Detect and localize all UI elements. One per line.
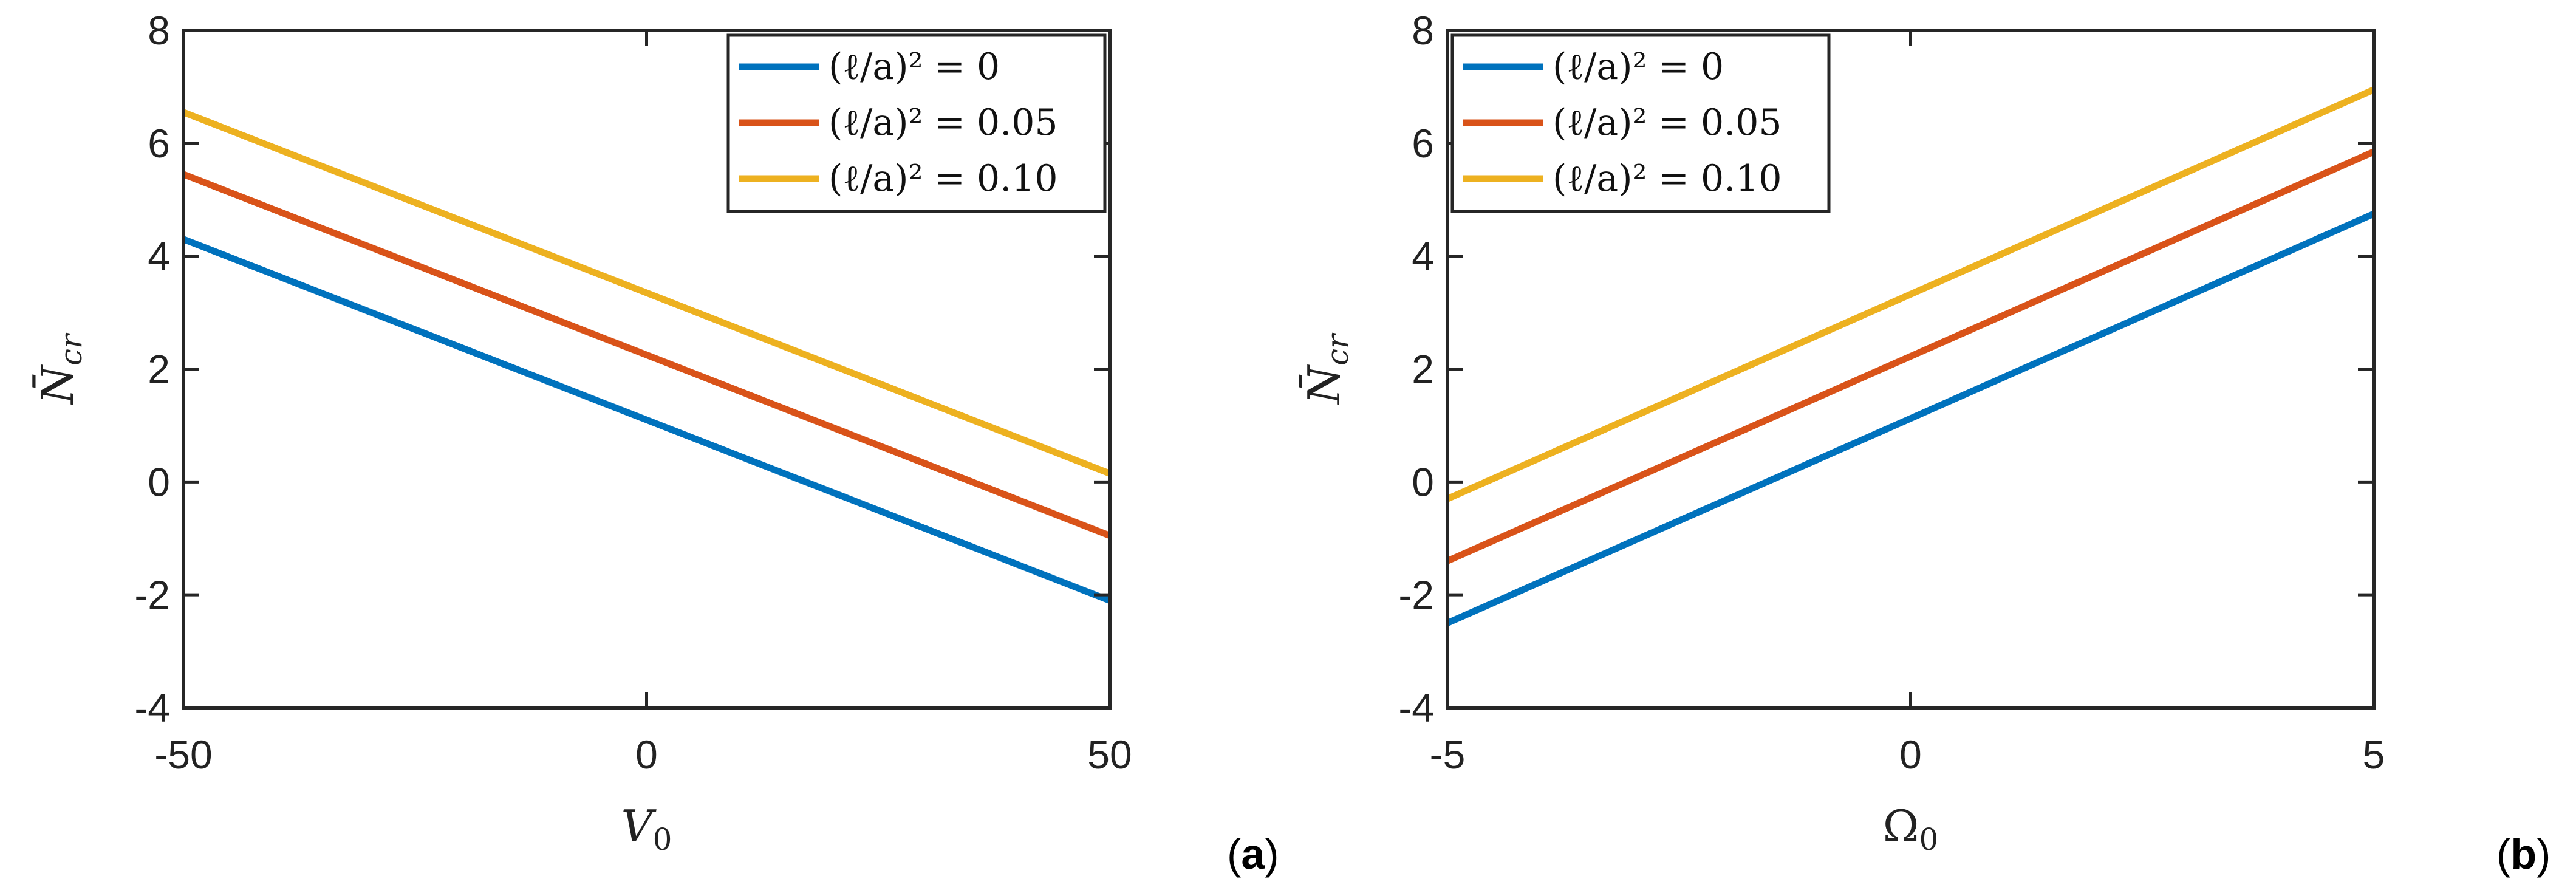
x-tick-label: -5 bbox=[1430, 732, 1466, 777]
series-lines-a bbox=[182, 109, 1111, 604]
tick-marks-a bbox=[182, 29, 1112, 710]
legend-entry-label: (ℓ/a)² = 0.05 bbox=[828, 101, 1058, 144]
x-tick-labels-b: -5 0 5 bbox=[1430, 732, 2385, 777]
tick-marks-b bbox=[1446, 29, 2376, 710]
legend-entry-label: (ℓ/a)² = 0 bbox=[828, 46, 1000, 88]
panel-label-b: (b) bbox=[2496, 830, 2550, 878]
legend-entry-label: (ℓ/a)² = 0 bbox=[1553, 46, 1724, 88]
x-tick-label: 0 bbox=[635, 732, 658, 777]
series-lines-b bbox=[1446, 86, 2376, 626]
y-tick-label: 6 bbox=[148, 121, 170, 166]
x-axis-label-b: Ω0 bbox=[1883, 801, 1939, 857]
y-tick-label: 4 bbox=[148, 234, 170, 279]
legend-entry-label: (ℓ/a)² = 0.10 bbox=[1553, 157, 1782, 200]
x-tick-labels-a: -50 0 50 bbox=[154, 732, 1132, 777]
y-tick-labels-a: -4 -2 0 2 4 6 8 bbox=[134, 8, 170, 730]
x-tick-label: -50 bbox=[154, 732, 212, 777]
series-line-3-b bbox=[1446, 86, 2376, 502]
legend-entry-label: (ℓ/a)² = 0.05 bbox=[1553, 101, 1782, 144]
y-tick-label: 6 bbox=[1412, 121, 1434, 166]
y-axis-label-a: N̄cr bbox=[32, 332, 89, 405]
y-tick-label: 0 bbox=[148, 459, 170, 504]
series-line-3-a bbox=[182, 109, 1111, 477]
x-axis-label-a: V0 bbox=[621, 801, 672, 857]
y-axis-label-b: N̄cr bbox=[1298, 332, 1355, 405]
y-tick-label: 0 bbox=[1412, 459, 1434, 504]
legend-a: (ℓ/a)² = 0 (ℓ/a)² = 0.05 (ℓ/a)² = 0.10 bbox=[726, 33, 1107, 213]
series-line-1-b bbox=[1446, 210, 2376, 626]
y-tick-label: 8 bbox=[1412, 8, 1434, 53]
y-tick-label: 2 bbox=[148, 347, 170, 392]
y-tick-label: -4 bbox=[134, 685, 170, 730]
x-tick-label: 0 bbox=[1899, 732, 1922, 777]
panel-label-a: (a) bbox=[1227, 830, 1279, 878]
series-line-2-a bbox=[182, 171, 1111, 539]
y-tick-label: -2 bbox=[1398, 572, 1434, 617]
y-tick-label: -2 bbox=[134, 572, 170, 617]
x-tick-label: 50 bbox=[1087, 732, 1132, 777]
legend-b: (ℓ/a)² = 0 (ℓ/a)² = 0.05 (ℓ/a)² = 0.10 bbox=[1450, 33, 1831, 213]
y-tick-label: -4 bbox=[1398, 685, 1434, 730]
y-tick-label: 4 bbox=[1412, 234, 1434, 279]
y-tick-label: 2 bbox=[1412, 347, 1434, 392]
series-line-2-b bbox=[1446, 148, 2376, 564]
legend-entry-label: (ℓ/a)² = 0.10 bbox=[828, 157, 1058, 200]
y-tick-labels-b: -4 -2 0 2 4 6 8 bbox=[1398, 8, 1434, 730]
x-tick-label: 5 bbox=[2363, 732, 2385, 777]
series-line-1-a bbox=[182, 236, 1111, 604]
y-tick-label: 8 bbox=[148, 8, 170, 53]
